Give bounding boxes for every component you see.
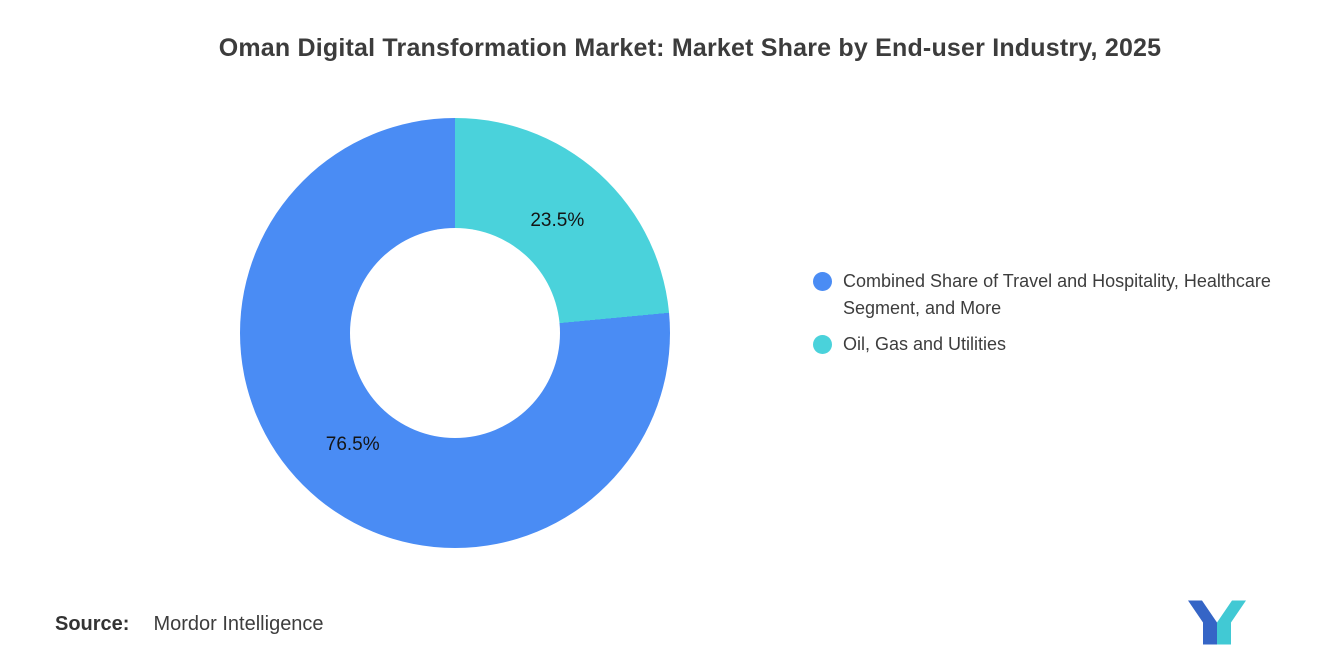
legend-label: Oil, Gas and Utilities — [843, 334, 1007, 354]
legend-swatch-teal — [813, 335, 832, 354]
legend-label: Combined Share of Travel and Hospitality… — [843, 271, 1271, 318]
source-label: Source: — [55, 613, 130, 635]
legend-item-oil-gas-utilities: Oil, Gas and Utilities — [813, 331, 1275, 358]
source-value: Mordor Intelligence — [153, 613, 324, 635]
donut-chart: 76.5% 23.5% — [240, 118, 670, 548]
logo-right-shape — [1217, 600, 1246, 645]
donut-hole — [350, 228, 560, 438]
chart-title: Oman Digital Transformation Market: Mark… — [218, 34, 1162, 62]
donut-chart-area: 76.5% 23.5% — [240, 118, 670, 548]
slice-label: 76.5% — [325, 434, 380, 456]
slice-label: 23.5% — [530, 209, 585, 231]
mordor-intelligence-logo — [1188, 600, 1246, 645]
logo-left-shape — [1188, 600, 1217, 645]
chart-legend: Combined Share of Travel and Hospitality… — [813, 268, 1275, 358]
source-row: Source: Mordor Intelligence — [55, 613, 324, 636]
legend-item-combined-share: Combined Share of Travel and Hospitality… — [813, 268, 1275, 322]
legend-swatch-blue — [813, 272, 832, 291]
